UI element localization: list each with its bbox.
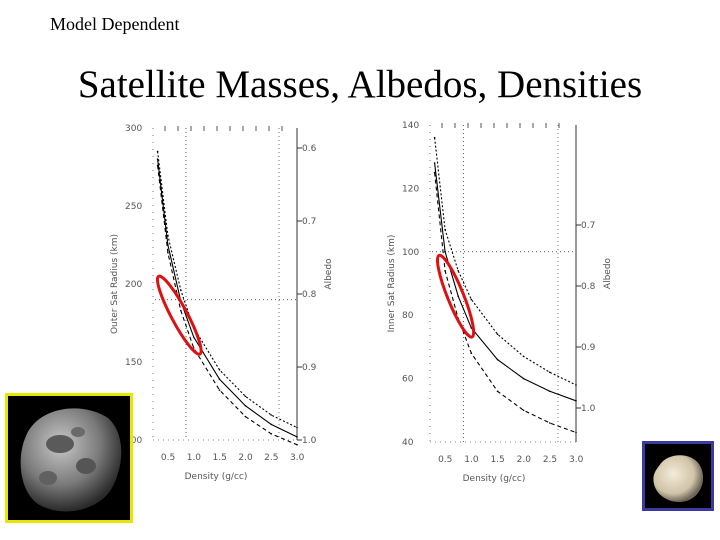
data-point	[575, 384, 577, 386]
data-point	[244, 404, 247, 407]
data-point	[167, 252, 169, 254]
x-tick-label: 1.5	[490, 455, 504, 465]
y2-tick-label: 0.9	[581, 343, 596, 353]
data-point	[575, 400, 577, 402]
y-tick-label: 200	[125, 280, 142, 290]
y-tick-label: 100	[402, 248, 419, 258]
data-point	[549, 390, 551, 393]
data-point	[296, 443, 298, 446]
series-line-2	[434, 172, 577, 434]
y2-axis-label: Albedo	[603, 257, 613, 289]
highlight-ellipse	[435, 253, 476, 339]
corner-label: Model Dependent	[50, 14, 180, 34]
x-tick-label: 1.0	[464, 455, 479, 465]
moon-image-left	[20, 408, 122, 512]
y2-tick-label: 0.7	[302, 217, 316, 227]
data-point	[270, 433, 273, 435]
y2-tick-label: 0.6	[302, 144, 317, 154]
y2-tick-label: 0.8	[302, 290, 317, 300]
x-axis-label: Density (g/cc)	[185, 472, 248, 482]
y-axis-label: Inner Sat Radius (km)	[387, 235, 397, 333]
data-point	[244, 415, 247, 418]
data-point	[156, 150, 159, 153]
data-point	[270, 414, 273, 416]
data-point	[167, 234, 169, 237]
data-point	[156, 158, 159, 160]
data-point	[470, 352, 473, 355]
data-point	[457, 270, 460, 272]
data-point	[180, 289, 182, 292]
y2-tick-label: 0.8	[581, 282, 596, 292]
series-line-2	[157, 165, 298, 446]
y2-tick-label: 1.0	[302, 436, 317, 446]
x-tick-label: 3.0	[569, 455, 584, 465]
y-tick-label: 140	[402, 121, 419, 131]
data-point	[496, 333, 499, 336]
data-point	[296, 436, 298, 438]
data-point	[444, 251, 446, 253]
y-tick-label: 100	[125, 436, 142, 446]
data-point	[549, 422, 551, 424]
data-point	[433, 136, 436, 139]
data-point	[522, 355, 525, 358]
hyperion-photo	[5, 393, 133, 523]
data-point	[296, 426, 298, 429]
data-point	[433, 171, 436, 174]
data-point	[470, 327, 473, 329]
data-point	[549, 371, 551, 374]
data-point	[496, 390, 499, 393]
slide-title: Satellite Masses, Albedos, Densities	[77, 63, 643, 106]
y2-tick-label: 0.7	[581, 221, 595, 231]
data-point	[470, 298, 473, 301]
data-point	[244, 395, 247, 398]
x-tick-label: 2.5	[543, 455, 557, 465]
small-satellite-photo	[642, 441, 714, 511]
x-tick-label: 0.5	[438, 455, 452, 465]
data-point	[218, 389, 221, 391]
data-point	[180, 309, 182, 312]
x-tick-label: 2.5	[264, 453, 278, 463]
y2-tick-label: 1.0	[581, 404, 596, 414]
x-tick-label: 2.0	[517, 455, 532, 465]
x-tick-label: 1.5	[213, 453, 227, 463]
y-tick-label: 40	[402, 438, 414, 448]
x-tick-label: 1.0	[187, 453, 202, 463]
data-point	[433, 162, 436, 164]
y-tick-label: 120	[402, 184, 419, 194]
y-tick-label: 150	[125, 358, 142, 368]
data-point	[496, 358, 499, 361]
data-point	[218, 369, 221, 371]
y-tick-label: 300	[125, 124, 142, 134]
x-axis-label: Density (g/cc)	[463, 474, 526, 484]
y2-tick-label: 0.9	[302, 363, 317, 373]
highlight-ellipse	[155, 274, 203, 356]
series-line-1	[157, 159, 298, 438]
data-point	[270, 423, 273, 426]
moon-image-right	[653, 455, 704, 503]
data-point	[522, 377, 525, 380]
data-point	[575, 431, 577, 434]
y-tick-label: 250	[125, 202, 142, 212]
series-line-3	[157, 151, 298, 428]
y-axis-label: Outer Sat Radius (km)	[110, 234, 120, 334]
x-tick-label: 0.5	[161, 453, 175, 463]
data-point	[444, 228, 446, 231]
x-tick-label: 3.0	[290, 453, 305, 463]
y-tick-label: 60	[402, 375, 414, 385]
data-point	[192, 336, 195, 338]
y-tick-label: 80	[402, 311, 414, 321]
y2-axis-label: Albedo	[324, 258, 334, 290]
series-line-1	[434, 162, 577, 402]
data-point	[444, 270, 446, 272]
data-point	[218, 378, 221, 381]
x-tick-label: 2.0	[238, 453, 253, 463]
data-point	[522, 409, 525, 412]
series-line-3	[434, 137, 577, 386]
data-point	[156, 164, 159, 167]
data-point	[457, 295, 460, 298]
